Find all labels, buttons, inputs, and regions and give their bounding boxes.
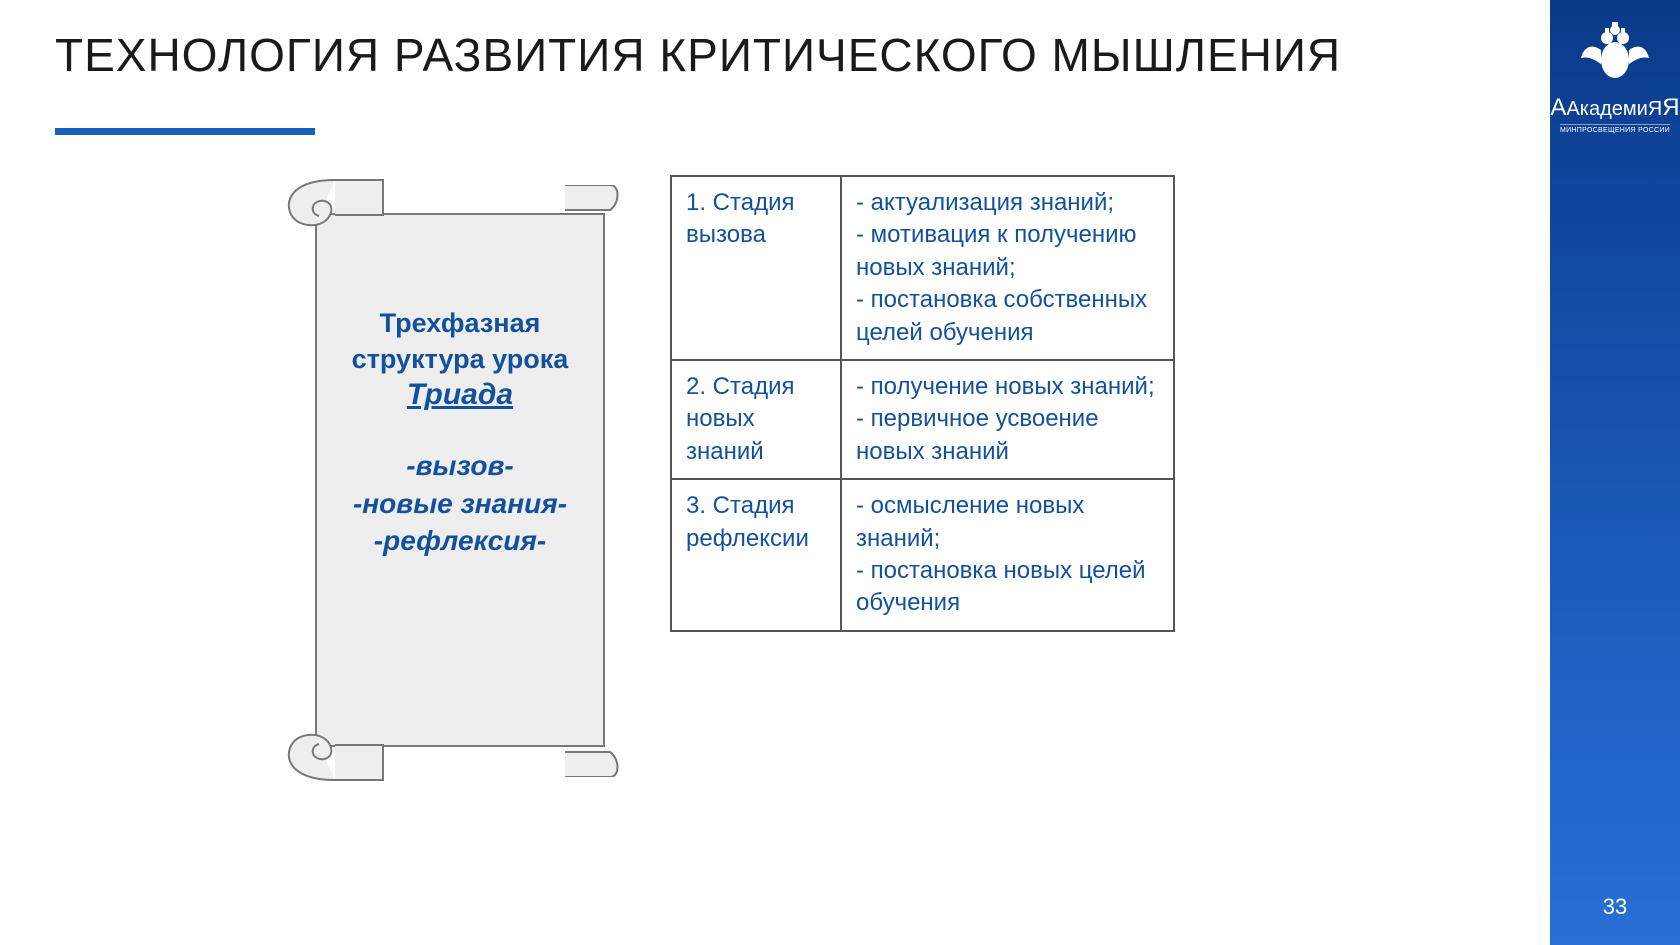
scroll-curl-bottom-right	[565, 727, 625, 777]
scroll-triada: Триада	[325, 378, 595, 412]
logo-subtext: МИНПРОСВЕЩЕНИЯ РОССИИ	[1560, 124, 1670, 134]
table-row: 3. Стадия рефлексии - осмысление новых з…	[671, 479, 1174, 631]
scroll-curl-top	[275, 170, 385, 240]
scroll-line1: Трехфазная	[325, 305, 595, 341]
scroll-phase1: -вызов-	[325, 447, 595, 485]
title-block: ТЕХНОЛОГИЯ РАЗВИТИЯ КРИТИЧЕСКОГО МЫШЛЕНИ…	[55, 28, 1341, 82]
desc-cell: - осмысление новых знаний;- постановка н…	[841, 479, 1174, 631]
eagle-icon	[1575, 20, 1655, 90]
page-number: 33	[1603, 894, 1627, 920]
scroll-phase3: -рефлексия-	[325, 522, 595, 560]
title-underline	[55, 128, 315, 135]
page-title: ТЕХНОЛОГИЯ РАЗВИТИЯ КРИТИЧЕСКОГО МЫШЛЕНИ…	[55, 28, 1341, 82]
stage-cell: 3. Стадия рефлексии	[671, 479, 841, 631]
table: 1. Стадия вызова - актуализация знаний;-…	[670, 175, 1175, 632]
scroll-line2: структура урока	[325, 341, 595, 377]
scroll-graphic: Трехфазная структура урока Триада -вызов…	[280, 175, 640, 785]
content-area: Трехфазная структура урока Триада -вызов…	[280, 175, 1175, 785]
table-row: 2. Стадия новых знаний - получение новых…	[671, 360, 1174, 479]
slide: ТЕХНОЛОГИЯ РАЗВИТИЯ КРИТИЧЕСКОГО МЫШЛЕНИ…	[0, 0, 1680, 945]
scroll-curl-bottom	[275, 720, 385, 790]
scroll-text: Трехфазная структура урока Триада -вызов…	[315, 305, 605, 560]
desc-cell: - получение новых знаний;- первичное усв…	[841, 360, 1174, 479]
scroll-phases: -вызов- -новые знания- -рефлексия-	[325, 447, 595, 560]
scroll-curl-top-right	[565, 185, 625, 235]
sidebar: ААкадемиЯЯ МИНПРОСВЕЩЕНИЯ РОССИИ 33	[1550, 0, 1680, 945]
stage-cell: 1. Стадия вызова	[671, 176, 841, 360]
logo-text: ААкадемиЯЯ	[1550, 94, 1679, 122]
stage-cell: 2. Стадия новых знаний	[671, 360, 841, 479]
desc-cell: - актуализация знаний;- мотивация к полу…	[841, 176, 1174, 360]
logo: ААкадемиЯЯ МИНПРОСВЕЩЕНИЯ РОССИИ	[1550, 20, 1679, 134]
table-row: 1. Стадия вызова - актуализация знаний;-…	[671, 176, 1174, 360]
stages-table: 1. Стадия вызова - актуализация знаний;-…	[670, 175, 1175, 785]
scroll-phase2: -новые знания-	[325, 485, 595, 523]
